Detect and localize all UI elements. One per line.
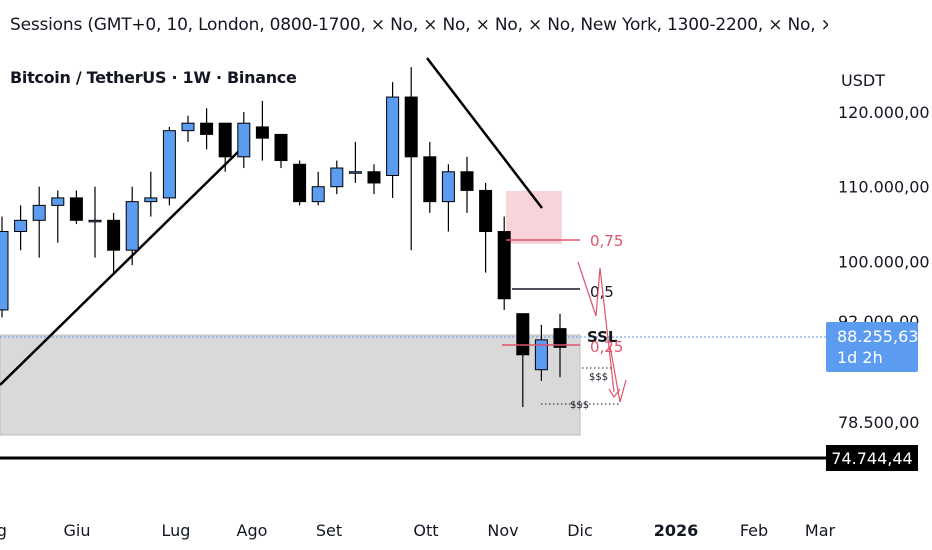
projection-path xyxy=(577,261,615,393)
fib-025-label: 0,25 xyxy=(590,338,623,356)
candle-up[interactable] xyxy=(534,339,548,371)
supply-zone xyxy=(506,191,562,244)
candle-down[interactable] xyxy=(404,96,418,158)
candle-up[interactable] xyxy=(330,167,344,188)
time-tick-label: Mar xyxy=(805,521,836,540)
fib-05-label: 0,5 xyxy=(590,283,614,301)
time-axis[interactable]: Mag Giu Lug Ago Set Ott Nov Dic 2026 Feb Mar xyxy=(0,521,836,540)
candles-group xyxy=(0,67,567,408)
candle-down[interactable] xyxy=(423,156,437,203)
candle-down[interactable] xyxy=(255,126,269,139)
level-badge-value: 74.744,44 xyxy=(831,449,912,468)
time-tick-label: Nov xyxy=(487,521,518,540)
time-tick-label: Mag xyxy=(0,521,7,540)
price-tick-label: 100.000,00 xyxy=(838,252,930,271)
level-badge xyxy=(826,445,918,471)
symbol-title[interactable]: Bitcoin / TetherUS · 1W · Binance xyxy=(10,68,297,87)
projection-path-2 xyxy=(609,345,627,403)
price-tick-label: 120.000,00 xyxy=(838,103,930,122)
time-tick-label: Ago xyxy=(237,521,268,540)
candle-up[interactable] xyxy=(311,186,325,203)
candle-up[interactable] xyxy=(386,96,400,176)
candle-up[interactable] xyxy=(162,130,176,199)
currency-label[interactable]: USDT xyxy=(841,71,885,90)
price-tick-label: 110.000,00 xyxy=(838,178,930,197)
rising-trendline[interactable] xyxy=(0,149,241,386)
candle-up[interactable] xyxy=(441,171,455,203)
candle-down[interactable] xyxy=(367,171,381,184)
candle-down[interactable] xyxy=(497,231,511,300)
candle-down[interactable] xyxy=(218,122,232,158)
price-tick-label: 78.500,00 xyxy=(838,413,919,432)
fib-075-label: 0,75 xyxy=(590,232,623,250)
candle-up[interactable] xyxy=(237,122,251,158)
candle-countdown: 1d 2h xyxy=(837,348,883,367)
candle-up[interactable] xyxy=(0,231,9,311)
time-tick-label: Feb xyxy=(740,521,768,540)
candle-up[interactable] xyxy=(144,197,158,203)
candle-up[interactable] xyxy=(348,171,362,174)
liquidity-label-1: $$$ xyxy=(589,372,608,383)
candle-down[interactable] xyxy=(553,328,567,348)
current-price-badge xyxy=(826,322,918,372)
ssl-label: SSL xyxy=(587,328,618,346)
candle-down[interactable] xyxy=(516,313,530,356)
candle-down[interactable] xyxy=(274,133,288,162)
candle-down[interactable] xyxy=(69,197,83,221)
time-tick-label: 2026 xyxy=(654,521,699,540)
candle-up[interactable] xyxy=(181,122,195,132)
time-tick-label: Set xyxy=(316,521,342,540)
candle-down[interactable] xyxy=(460,171,474,191)
time-tick-label: Ott xyxy=(413,521,438,540)
candle-up[interactable] xyxy=(88,219,102,223)
candle-up[interactable] xyxy=(125,201,139,251)
candle-up[interactable] xyxy=(14,219,28,233)
time-tick-label: Giu xyxy=(64,521,91,540)
candle-down[interactable] xyxy=(200,122,214,135)
candle-up[interactable] xyxy=(32,204,46,221)
current-price-value: 88.255,63 xyxy=(837,327,918,346)
candle-down[interactable] xyxy=(293,163,307,203)
falling-trendline[interactable] xyxy=(426,57,543,209)
liquidity-label-2: $$$ xyxy=(570,400,589,411)
price-axis[interactable]: 120.000,00110.000,00100.000,0092.000,007… xyxy=(838,103,930,432)
sessions-indicator-label: Sessions (GMT+0, 10, London, 0800-1700, … xyxy=(10,15,828,35)
candle-up[interactable] xyxy=(51,197,65,206)
candle-down[interactable] xyxy=(479,189,493,233)
time-tick-label: Dic xyxy=(567,521,593,540)
demand-zone xyxy=(0,334,581,436)
time-tick-label: Lug xyxy=(162,521,191,540)
candle-down[interactable] xyxy=(107,219,121,251)
